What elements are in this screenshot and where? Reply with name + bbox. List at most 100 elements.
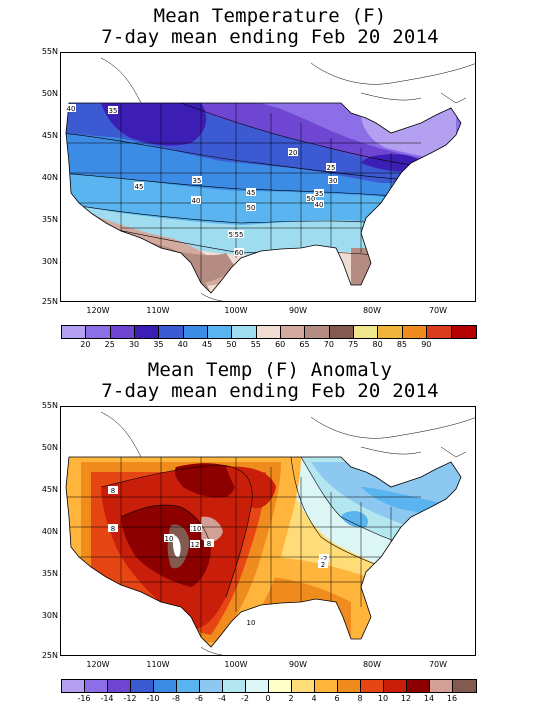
- colorbar-swatch: [62, 680, 85, 692]
- contour-label: 35: [315, 190, 324, 198]
- contour-label: 40: [315, 201, 324, 209]
- colorbar-label: 35: [153, 340, 164, 349]
- latitude-label: 30N: [41, 257, 58, 266]
- colorbar-label: 0: [265, 694, 271, 703]
- contour-label: 12: [191, 541, 200, 549]
- colorbar-swatch: [407, 680, 430, 692]
- colorbar-label: 30: [128, 340, 140, 349]
- colorbar-swatch: [453, 680, 476, 692]
- latitude-label: 55N: [41, 401, 58, 410]
- latitude-label: 30N: [41, 611, 58, 620]
- latitude-label: 35N: [41, 215, 58, 224]
- colorbar-label: 80: [372, 340, 383, 349]
- latitude-label: 55N: [41, 47, 58, 56]
- latitude-label: 45N: [41, 131, 58, 140]
- colorbar-swatch: [200, 680, 223, 692]
- contour-label-bg: [328, 176, 338, 184]
- colorbar-swatch: [154, 680, 177, 692]
- colorbar-label: 75: [348, 340, 359, 349]
- colorbar-swatch: [108, 680, 131, 692]
- latitude-label: 45N: [41, 485, 58, 494]
- contour-label-bg: [246, 203, 256, 211]
- colorbar-label: 6: [334, 694, 340, 703]
- contour-label: 30: [329, 177, 338, 185]
- colorbar-label: 10: [377, 694, 389, 703]
- contour-label: 45: [247, 189, 256, 197]
- colorbar-swatch: [281, 326, 306, 338]
- longitude-label: 80W: [362, 306, 382, 315]
- colorbar-swatch: [159, 326, 184, 338]
- colorbar-label: 90: [421, 340, 432, 349]
- longitude-label: 120W: [86, 660, 110, 669]
- contour-label: -2: [321, 555, 328, 563]
- anomaly-fill: [66, 457, 461, 647]
- colorbar-swatch: [384, 680, 407, 692]
- colorbar-label: -6: [195, 694, 203, 703]
- colorbar-swatch: [131, 680, 154, 692]
- contour-label: 10: [165, 535, 174, 543]
- colorbar-swatch: [402, 326, 428, 338]
- colorbar-label: -14: [100, 694, 114, 703]
- colorbar-label: 45: [202, 340, 213, 349]
- neighbouring-coastlines: [100, 57, 475, 301]
- contour-label-bg: [66, 104, 76, 112]
- contour-label-bg: [192, 176, 202, 184]
- contour-label-bg: [234, 230, 244, 238]
- contour-label-bg: [246, 188, 256, 196]
- contour-label-bg: [134, 182, 144, 190]
- longitude-label: 120W: [86, 306, 110, 315]
- colorbar-label: 85: [396, 340, 408, 349]
- colorbar-label: -12: [123, 694, 137, 703]
- colorbar-swatch: [177, 680, 200, 692]
- longitude-label: 110W: [146, 306, 170, 315]
- colorbar-swatch: [329, 326, 355, 338]
- latitude-label: 25N: [41, 651, 58, 660]
- contour-label: 25: [327, 164, 336, 172]
- contour-label-bg: [246, 618, 256, 626]
- longitude-label: 90W: [288, 660, 308, 669]
- temperature-colorbar: [61, 325, 477, 339]
- colorbar-swatch: [85, 680, 108, 692]
- latitude-label: 25N: [41, 297, 58, 306]
- longitude-label: 80W: [362, 660, 382, 669]
- colorbar-swatch: [292, 680, 315, 692]
- colorbar-swatch: [269, 680, 292, 692]
- longitude-label: 110W: [146, 660, 170, 669]
- colorbar-swatch: [223, 680, 246, 692]
- contour-label-bg: [108, 106, 118, 114]
- temperature-anomaly-panel: Mean Temp (F) Anomaly 7-day mean ending …: [0, 354, 540, 709]
- contour-label-bg: [319, 554, 329, 562]
- contour-label-bg: [191, 196, 201, 204]
- contour-label-bg: [108, 486, 118, 494]
- colorbar-swatch: [305, 326, 330, 338]
- contour-label-bg: [318, 560, 328, 568]
- contour-label-bg: [326, 163, 336, 171]
- us-outline-bottom: [65, 456, 462, 648]
- colorbar-label: -2: [241, 694, 249, 703]
- contour-label-bg: [190, 540, 200, 548]
- latitude-label: 40N: [41, 173, 58, 182]
- mean-temperature-panel: Mean Temperature (F) 7-day mean ending F…: [0, 0, 540, 354]
- colorbar-swatch: [427, 326, 452, 338]
- colorbar-swatch: [62, 326, 87, 338]
- colorbar-swatch: [256, 326, 282, 338]
- colorbar-label: -8: [172, 694, 180, 703]
- colorbar-label: 8: [357, 694, 363, 703]
- colorbar-swatch: [135, 326, 160, 338]
- colorbar-swatch: [451, 326, 476, 338]
- colorbar-label: 40: [177, 340, 188, 349]
- latitude-label: 50N: [41, 443, 58, 452]
- contour-label: 45: [135, 183, 144, 191]
- colorbar-label: -4: [218, 694, 226, 703]
- contour-label: 8: [111, 525, 115, 533]
- longitude-label: 70W: [428, 306, 448, 315]
- contour-label-bg: [288, 148, 298, 156]
- us-outline: [65, 102, 462, 294]
- contour-label: 55: [235, 231, 244, 239]
- contour-label: 35: [193, 177, 202, 185]
- colorbar-swatch: [354, 326, 379, 338]
